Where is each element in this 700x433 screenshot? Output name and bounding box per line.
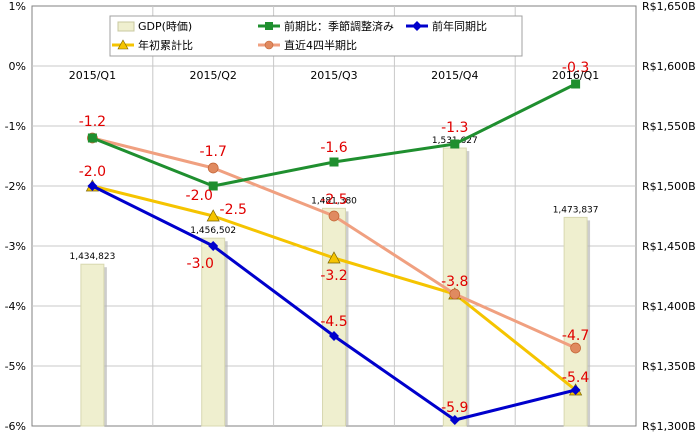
series-data-label: -1.3 [441,120,468,136]
gdp-bar [80,263,105,427]
series-data-label: -4.5 [320,314,347,330]
gdp-bar-label: 1,481,380 [311,196,357,206]
left-tick-label: -2% [5,180,26,193]
left-tick-label: -1% [5,120,26,133]
series-marker [87,181,98,191]
left-tick-label: -5% [5,360,26,373]
category-label: 2015/Q3 [310,69,357,82]
legend-marker-4q [264,40,274,50]
series-data-label: -3.2 [320,268,347,284]
series-marker [327,251,341,264]
gdp-bar [201,237,226,427]
legend-label-gdp: GDP(時価) [138,20,192,33]
series-data-label: -1.7 [200,144,227,160]
series-marker [87,133,97,143]
series-marker [329,331,339,341]
right-tick-label: R$1,450B [642,240,696,253]
series-data-label: -3.0 [187,256,214,272]
series-marker [570,385,581,395]
series-marker [570,342,581,354]
series-marker [449,288,461,300]
right-tick-label: R$1,400B [642,300,696,313]
series-data-label: -3.8 [441,274,468,290]
legend-label-4q: 直近4四半期比 [284,38,357,52]
legend-label-ytd: 年初累計比 [138,38,193,52]
data-labels: -2.0 -1.6 -1.3 -0.3 -2.0 -3.0 -4.5 -5.9 -5.4 -2.5… [79,60,590,416]
legend-label-qoq: 前期比：季節調整済み [284,19,394,33]
right-tick-label: R$1,350B [642,360,696,373]
legend-marker-qoq [265,22,273,30]
legend-swatch-gdp [117,21,135,32]
series-marker [329,157,339,167]
series-data-label: -2.0 [79,164,106,180]
series-marker [328,210,340,222]
series-data-label: -4.7 [562,328,589,344]
legend-box [109,15,523,57]
series-data-label: -2.5 [320,192,347,208]
series-data-label: -1.2 [79,114,106,130]
left-tick-label: 1% [9,0,26,13]
gdp-bar-label: 1,434,823 [69,252,115,262]
series-data-label: -1.6 [320,140,347,156]
gdp-bars: 1,434,8231,456,5021,481,3801,531,6271,47… [69,136,599,427]
legend-marker-ytd [117,39,129,50]
right-tick-label: R$1,650B [642,0,696,13]
series-marker [206,209,220,222]
right-tick-label: R$1,500B [642,180,696,193]
right-tick-label: R$1,300B [642,420,696,433]
series-marker [207,162,219,174]
right-tick-label: R$1,600B [642,60,696,73]
category-labels: 2015/Q1 2015/Q2 2015/Q3 2015/Q4 2016/Q1 [69,69,600,82]
legend-label-yoy: 前年同期比 [432,19,487,33]
category-label: 2015/Q1 [69,69,116,82]
right-axis-ticks: R$1,650B R$1,600B R$1,550B R$1,500B R$1,450B… [642,0,696,433]
left-tick-label: -4% [5,300,26,313]
series-marker [571,79,581,89]
series-marker [208,241,219,251]
series-marker [208,181,218,191]
right-tick-label: R$1,550B [642,120,696,133]
series-lines [85,79,583,425]
series-data-label: -5.9 [441,400,468,416]
category-label: 2015/Q2 [190,69,237,82]
category-label: 2015/Q4 [431,69,478,82]
category-label: 2016/Q1 [552,69,599,82]
left-tick-label: -6% [5,420,26,433]
left-tick-label: 0% [9,60,26,73]
legend-marker-yoy [412,21,422,31]
series-data-label: -0.3 [562,60,589,76]
gdp-bar-label: 1,456,502 [190,226,236,236]
left-axis-ticks: 1% 0% -1% -2% -3% -4% -5% -6% [5,0,26,433]
series-data-label: -2.0 [186,188,213,204]
legend: GDP(時価) 前期比：季節調整済み 前年同期比 年初累計比 直近4四半期比 [109,15,523,57]
gridlines [32,6,636,426]
gdp-bar-label: 1,473,837 [553,205,599,215]
left-tick-label: -3% [5,240,26,253]
series-marker [450,139,460,149]
series-marker [449,415,460,425]
series-data-label: -2.5 [220,202,247,218]
series-data-label: -5.4 [562,370,589,386]
gdp-bar [563,216,588,427]
